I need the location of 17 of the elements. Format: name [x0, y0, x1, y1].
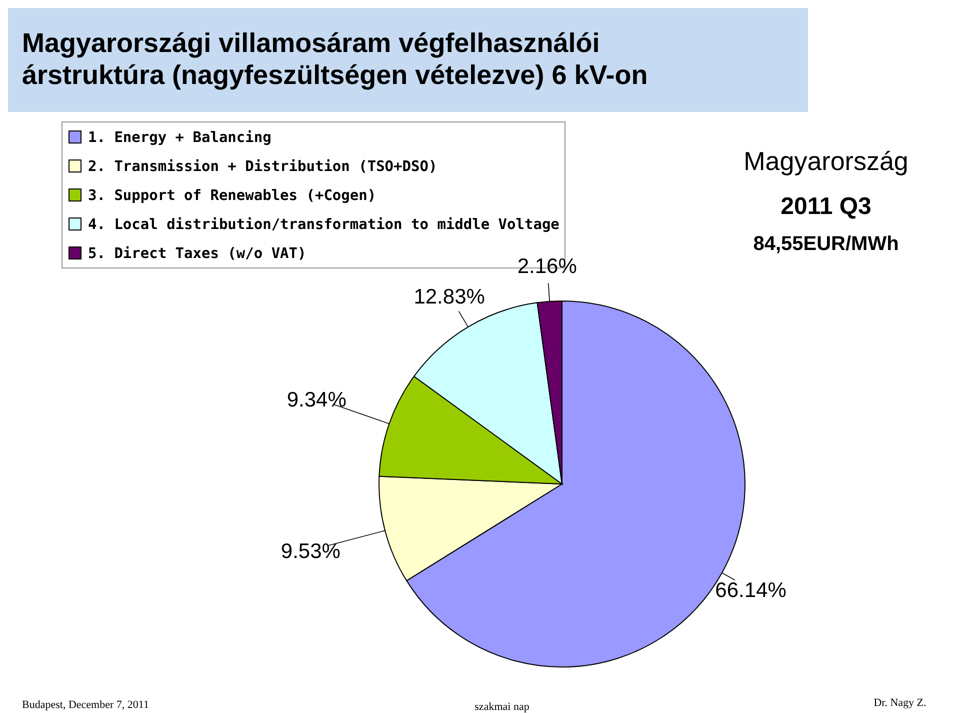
legend-label: 3. Support of Renewables (+Cogen)	[88, 188, 376, 204]
text: Budapest, December 7, 2011	[22, 699, 149, 711]
data-label: 9.34%	[286, 388, 346, 412]
data-label: 9.53%	[280, 540, 340, 564]
data-label: 12.83%	[414, 286, 485, 309]
data-label: 66.14%	[715, 578, 786, 602]
text: Magyarország	[744, 146, 908, 176]
chart-title: Magyarországi villamosáram végfelhasználói árstruktúra (nagyfeszültségen vételezve) 6 kV-on	[22, 28, 648, 90]
text: szakmai nap	[474, 701, 530, 713]
legend-label: 2. Transmission + Distribution (TSO+DSO)	[88, 159, 438, 175]
text: Dr. Nagy Z.	[874, 697, 927, 709]
legend-label: 4. Local distribution/transformation to middle Voltage	[88, 217, 560, 233]
data-label: 2.16%	[517, 254, 577, 278]
text: 2011 Q3	[780, 193, 872, 220]
legend-label: 5. Direct Taxes (w/o VAT)	[88, 246, 306, 262]
legend-label: 1. Energy + Balancing	[88, 130, 272, 146]
text: 84,55EUR/MWh	[753, 233, 899, 255]
